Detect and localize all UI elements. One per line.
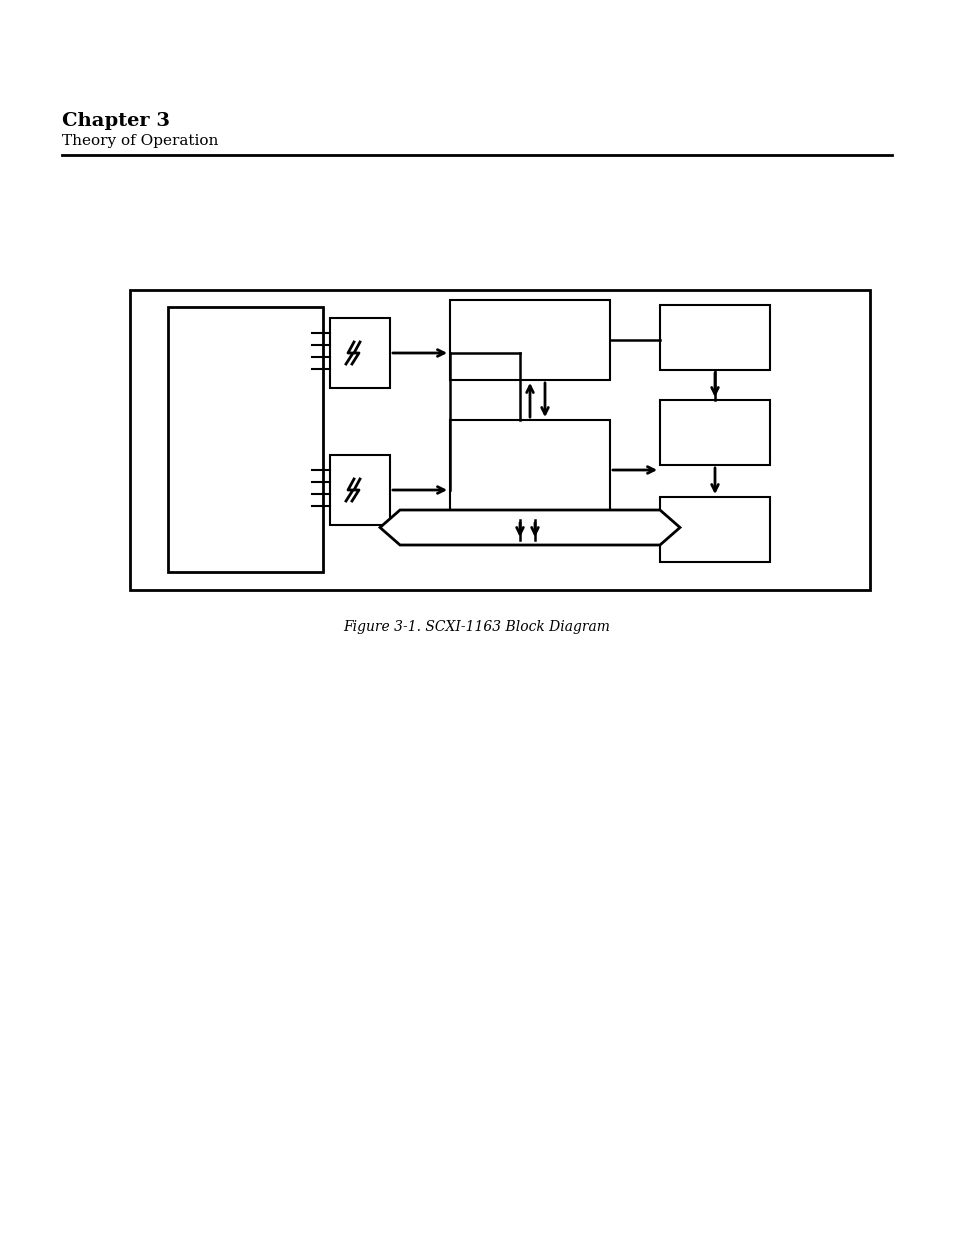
- Text: Chapter 3: Chapter 3: [62, 112, 170, 130]
- Text: Theory of Operation: Theory of Operation: [62, 135, 218, 148]
- Bar: [659, 400, 769, 466]
- Bar: [659, 496, 769, 562]
- Bar: [659, 305, 769, 370]
- Bar: [450, 300, 609, 380]
- Bar: [450, 420, 609, 520]
- Bar: [330, 454, 390, 525]
- Bar: [168, 308, 323, 572]
- Polygon shape: [379, 510, 679, 545]
- Bar: [330, 317, 390, 388]
- Text: Figure 3-1. SCXI-1163 Block Diagram: Figure 3-1. SCXI-1163 Block Diagram: [343, 620, 610, 634]
- Bar: [130, 290, 869, 590]
